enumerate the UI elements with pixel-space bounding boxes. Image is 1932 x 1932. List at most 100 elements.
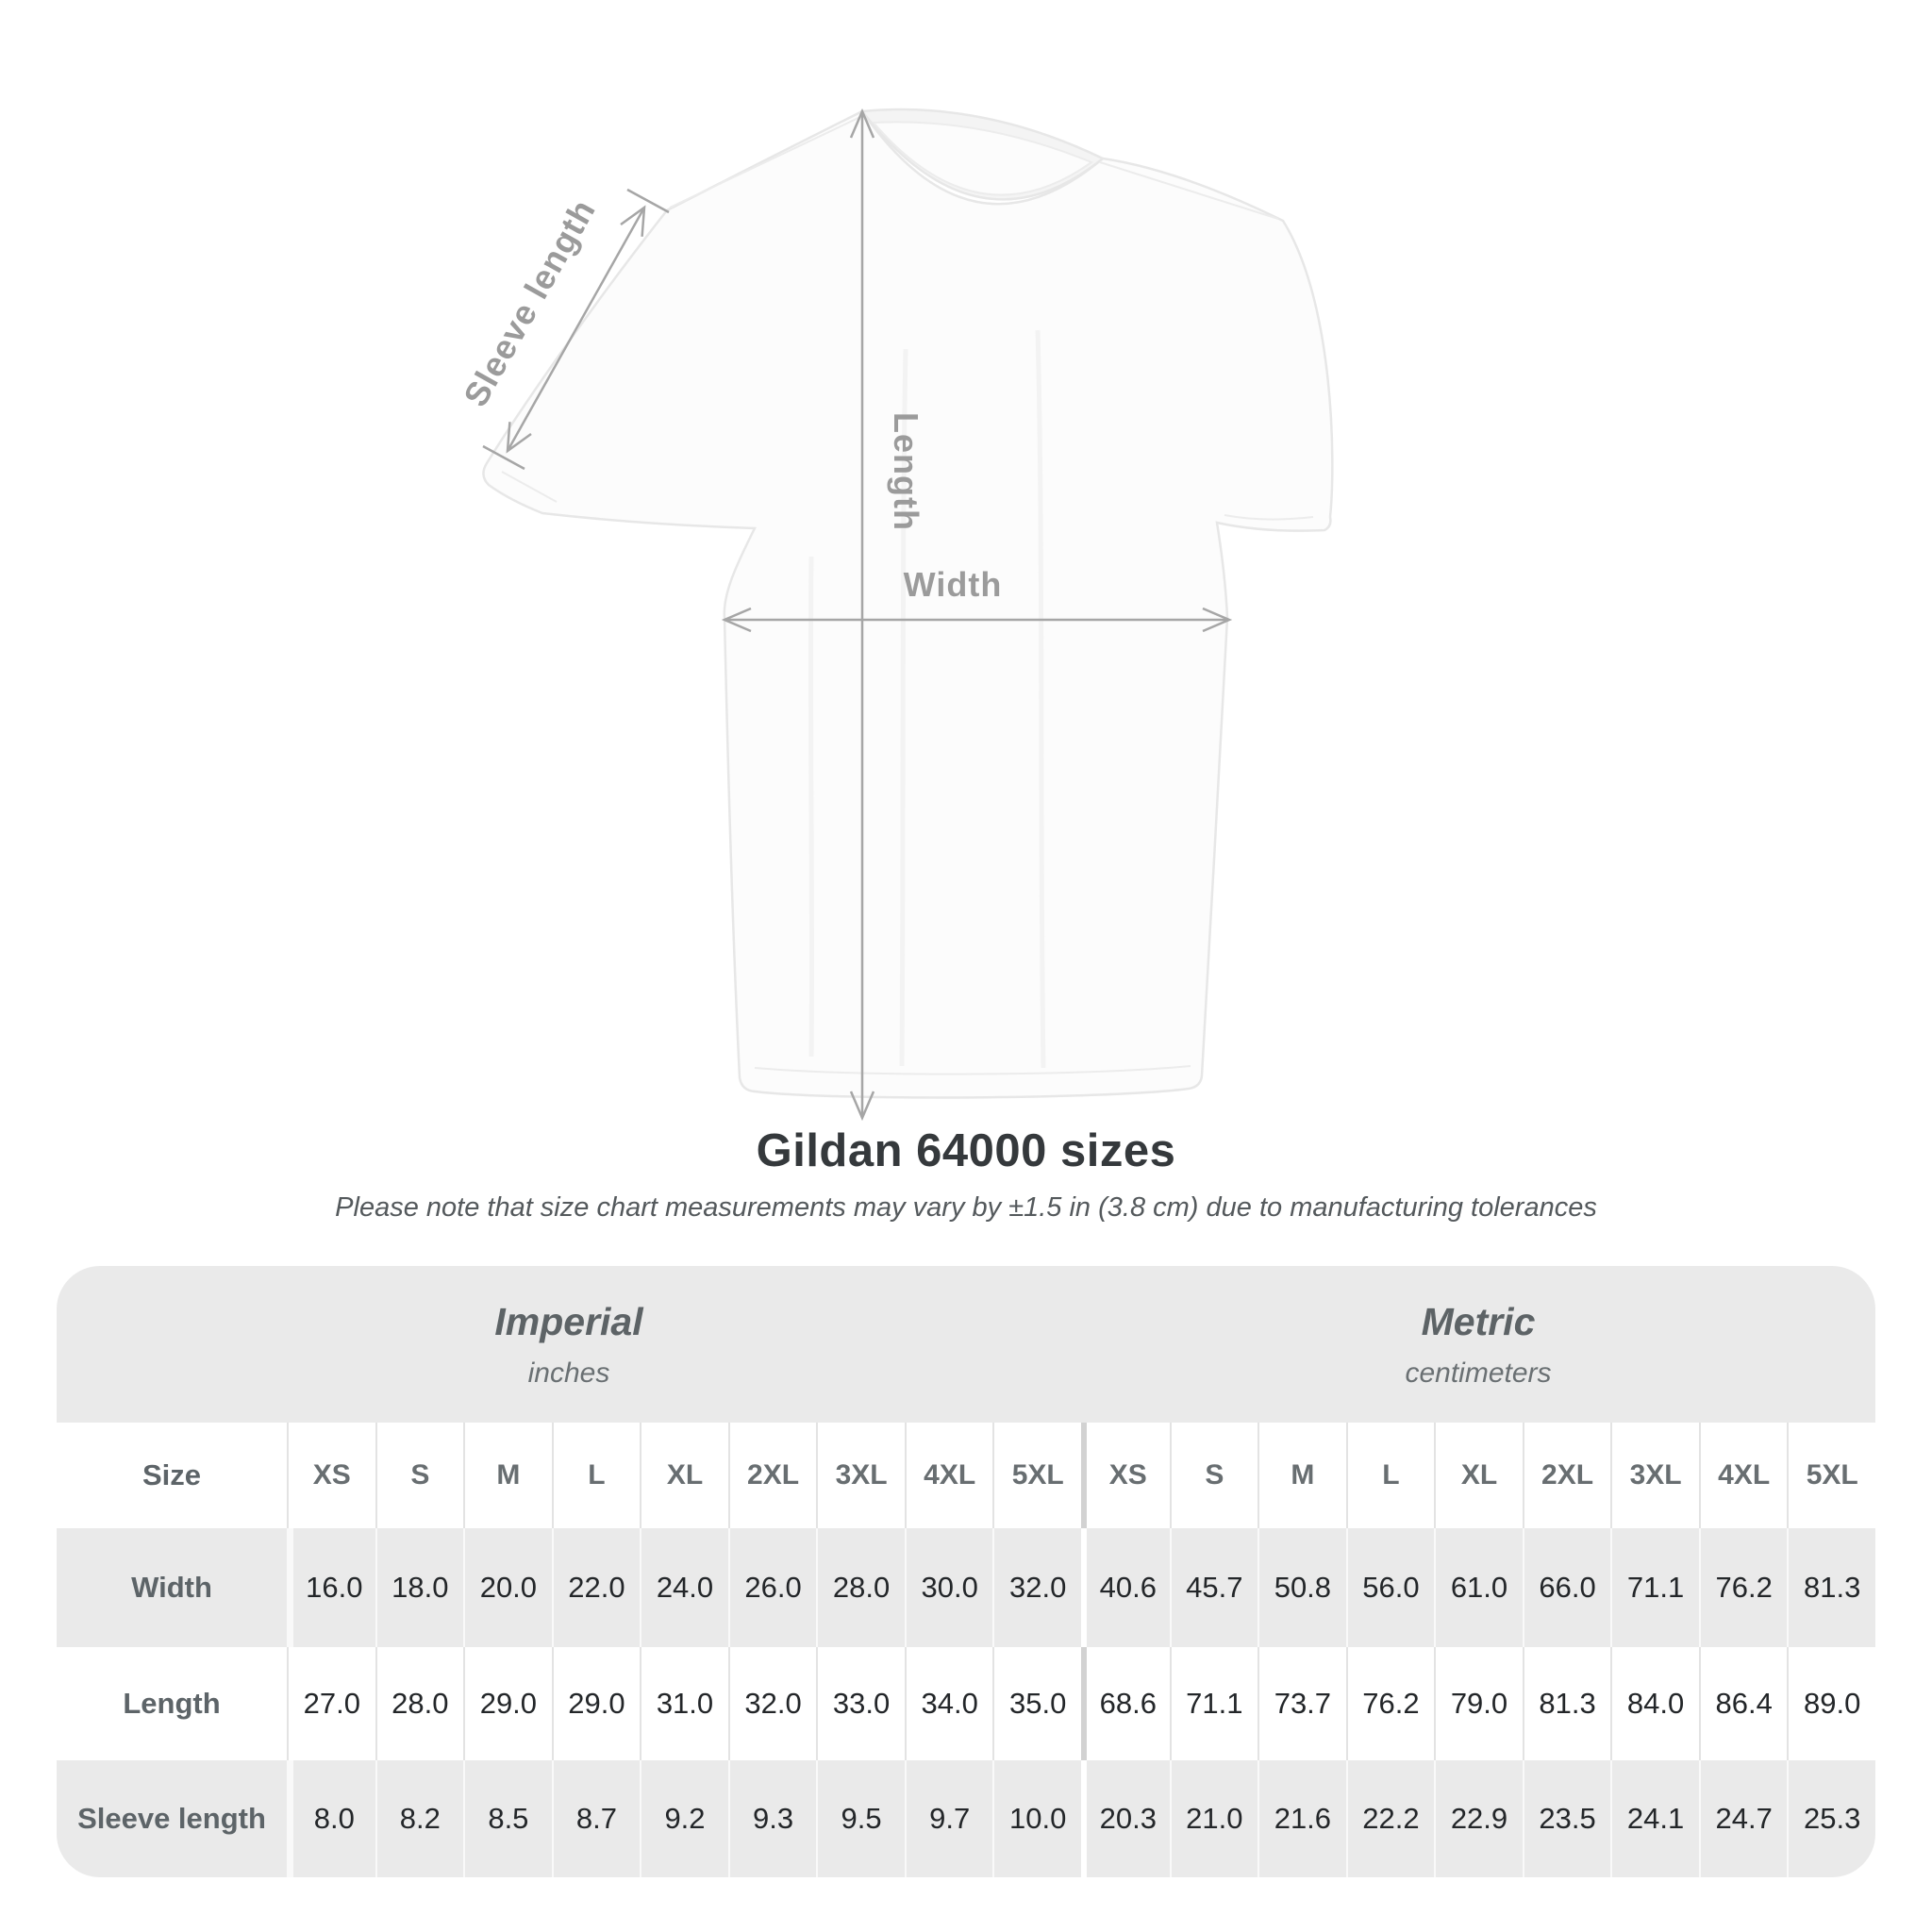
size-header-cell: 3XL: [1610, 1423, 1699, 1528]
size-header-cell: 4XL: [1698, 1423, 1788, 1528]
imperial-section-header: Imperial inches: [57, 1266, 1081, 1423]
value-cell: 18.0: [375, 1528, 464, 1647]
value-cell: 9.2: [640, 1760, 728, 1877]
size-header-cell: 5XL: [1787, 1423, 1875, 1528]
table-row-length: Length 27.0 28.0 29.0 29.0 31.0 32.0 33.0 34.0 35…: [57, 1647, 1875, 1760]
size-header-cell: 4XL: [904, 1423, 993, 1528]
size-header-cell: M: [1257, 1423, 1346, 1528]
value-cell: 73.7: [1257, 1647, 1346, 1760]
unit-header-band: Imperial inches Metric centimeters: [57, 1266, 1875, 1423]
sleeve-length-dimension-arrow: [482, 188, 670, 471]
value-cell: 24.1: [1610, 1760, 1699, 1877]
value-cell: 22.2: [1345, 1760, 1435, 1877]
value-cell: 66.0: [1522, 1528, 1611, 1647]
size-table-grid: Size XS S M L XL 2XL 3XL 4XL 5XL XS S M L XL 2XL 3XL 4XL 5…: [57, 1423, 1875, 1877]
value-cell: 81.3: [1787, 1528, 1875, 1647]
left-shoulder-seam: [669, 116, 861, 208]
fabric-crease: [1035, 329, 1046, 1069]
size-header-cell: S: [375, 1423, 464, 1528]
value-cell: 45.7: [1169, 1528, 1258, 1647]
imperial-unit: inches: [527, 1357, 610, 1389]
value-cell: 40.6: [1081, 1528, 1170, 1647]
size-table: Imperial inches Metric centimeters Size X…: [57, 1266, 1875, 1877]
bottom-hem-seam: [754, 1065, 1191, 1075]
value-cell: 10.0: [992, 1760, 1081, 1877]
value-cell: 29.0: [551, 1647, 641, 1760]
size-header-row: Size XS S M L XL 2XL 3XL 4XL 5XL XS S M L XL 2XL 3XL 4XL 5…: [57, 1423, 1875, 1528]
value-cell: 25.3: [1787, 1760, 1875, 1877]
value-cell: 79.0: [1434, 1647, 1523, 1760]
width-label: Width: [904, 565, 1003, 604]
value-cell: 50.8: [1257, 1528, 1346, 1647]
value-cell: 86.4: [1698, 1647, 1788, 1760]
tshirt-figure: Length Width Sleeve length: [377, 66, 1340, 1132]
left-sleeve-hem-seam: [501, 471, 558, 503]
value-cell: 9.7: [904, 1760, 993, 1877]
page-title: Gildan 64000 sizes: [756, 1125, 1176, 1176]
value-cell: 71.1: [1169, 1647, 1258, 1760]
size-header-cell: L: [1345, 1423, 1435, 1528]
value-cell: 16.0: [287, 1528, 375, 1647]
value-cell: 28.0: [375, 1647, 464, 1760]
value-cell: 24.0: [640, 1528, 728, 1647]
value-cell: 84.0: [1610, 1647, 1699, 1760]
value-cell: 21.6: [1257, 1760, 1346, 1877]
value-cell: 28.0: [816, 1528, 905, 1647]
size-header-cell: 3XL: [816, 1423, 905, 1528]
value-cell: 32.0: [992, 1528, 1081, 1647]
value-cell: 29.0: [463, 1647, 552, 1760]
value-cell: 24.7: [1698, 1760, 1788, 1877]
width-dimension-arrow: [721, 607, 1233, 633]
value-cell: 35.0: [992, 1647, 1081, 1760]
collar-inner: [871, 121, 1094, 196]
value-cell: 22.9: [1434, 1760, 1523, 1877]
right-sleeve-hem-seam: [1224, 514, 1314, 521]
imperial-title: Imperial: [494, 1299, 643, 1343]
value-cell: 31.0: [640, 1647, 728, 1760]
size-header-cell: XL: [640, 1423, 728, 1528]
value-cell: 20.0: [463, 1528, 552, 1647]
size-header-cell: L: [551, 1423, 641, 1528]
value-cell: 27.0: [287, 1647, 375, 1760]
value-cell: 8.7: [551, 1760, 641, 1877]
fabric-crease: [808, 556, 815, 1058]
value-cell: 26.0: [727, 1528, 817, 1647]
size-header-cell: XL: [1434, 1423, 1523, 1528]
value-cell: 76.2: [1345, 1647, 1435, 1760]
row-label: Sleeve length: [77, 1802, 266, 1835]
table-row-width: Width 16.0 18.0 20.0 22.0 24.0 26.0 28.0 30.0 32.…: [57, 1528, 1875, 1647]
metric-unit: centimeters: [1405, 1357, 1552, 1389]
metric-section-header: Metric centimeters: [1081, 1266, 1875, 1423]
size-corner-label: Size: [142, 1458, 202, 1491]
tshirt-body: [482, 109, 1334, 1099]
value-cell: 81.3: [1522, 1647, 1611, 1760]
row-label: Width: [131, 1571, 212, 1604]
value-cell: 8.2: [375, 1760, 464, 1877]
table-row-sleeve-length: Sleeve length 8.0 8.2 8.5 8.7 9.2 9.3 9.5 9.7 10.…: [57, 1760, 1875, 1877]
tolerance-note: Please note that size chart measurements…: [335, 1192, 1597, 1223]
size-header-cell: XS: [1081, 1423, 1170, 1528]
value-cell: 89.0: [1787, 1647, 1875, 1760]
value-cell: 76.2: [1698, 1528, 1788, 1647]
value-cell: 20.3: [1081, 1760, 1170, 1877]
size-header-cell: 2XL: [727, 1423, 817, 1528]
value-cell: 34.0: [904, 1647, 993, 1760]
length-label: Length: [887, 412, 925, 531]
value-cell: 68.6: [1081, 1647, 1170, 1760]
value-cell: 71.1: [1610, 1528, 1699, 1647]
row-label: Length: [123, 1687, 221, 1720]
tshirt-measurement-diagram: Length Width Sleeve length: [456, 108, 1334, 1122]
right-shoulder-seam: [1099, 161, 1279, 220]
value-cell: 8.5: [463, 1760, 552, 1877]
value-cell: 32.0: [727, 1647, 817, 1760]
value-cell: 33.0: [816, 1647, 905, 1760]
length-dimension-arrow: [849, 108, 875, 1122]
value-cell: 30.0: [904, 1528, 993, 1647]
value-cell: 22.0: [551, 1528, 641, 1647]
fabric-crease: [899, 348, 908, 1067]
value-cell: 9.3: [727, 1760, 817, 1877]
value-cell: 61.0: [1434, 1528, 1523, 1647]
value-cell: 21.0: [1169, 1760, 1258, 1877]
heading-block: Gildan 64000 sizes Please note that size…: [0, 1124, 1932, 1224]
